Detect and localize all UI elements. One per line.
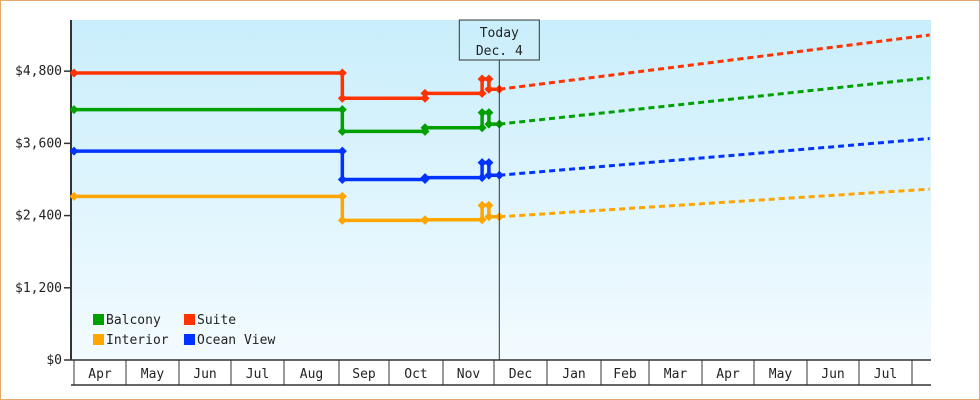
- history-line-ocean-view: [74, 149, 500, 182]
- data-point: [69, 191, 79, 201]
- data-point: [69, 68, 79, 78]
- history-line-suite: [74, 71, 500, 100]
- data-point: [484, 212, 494, 222]
- data-point: [337, 126, 347, 136]
- forecast-line-balcony: [499, 76, 930, 126]
- data-point: [484, 119, 494, 129]
- legend-swatch: [184, 334, 195, 345]
- data-point: [484, 200, 494, 210]
- forecast-line-ocean-view: [499, 137, 930, 177]
- x-tick-label: Mar: [664, 367, 688, 382]
- data-point: [477, 74, 487, 84]
- data-point: [477, 200, 487, 210]
- today-date: Dec. 4: [476, 44, 523, 59]
- x-tick-label: Aug: [300, 367, 323, 382]
- x-tick-label: Jun: [821, 367, 844, 382]
- x-tick-label: May: [141, 367, 165, 382]
- data-point: [484, 158, 494, 168]
- data-point: [477, 173, 487, 183]
- y-tick-label: $3,600: [15, 136, 62, 151]
- legend-label: Ocean View: [197, 333, 275, 348]
- data-point: [477, 158, 487, 168]
- data-point: [420, 88, 430, 98]
- data-point: [477, 108, 487, 118]
- data-point: [337, 174, 347, 184]
- data-point: [337, 215, 347, 225]
- data-point: [420, 215, 430, 225]
- x-tick-label: Jul: [246, 367, 269, 382]
- data-point: [477, 123, 487, 133]
- legend-swatch: [93, 334, 104, 345]
- data-point: [420, 173, 430, 183]
- data-point: [69, 146, 79, 156]
- data-point: [484, 170, 494, 180]
- x-tick-label: Sep: [352, 367, 376, 382]
- y-tick-label: $1,200: [15, 281, 62, 296]
- plot-area: [71, 20, 931, 360]
- x-tick-label: Oct: [404, 367, 427, 382]
- y-tick-label: $2,400: [15, 209, 62, 224]
- data-point: [420, 93, 430, 103]
- legend-label: Suite: [197, 313, 236, 328]
- data-point: [477, 215, 487, 225]
- data-point: [337, 93, 347, 103]
- today-box: [458, 19, 540, 61]
- data-point: [477, 88, 487, 98]
- x-tick-label: Jul: [874, 367, 897, 382]
- history-line-balcony: [74, 107, 500, 134]
- x-tick-label: May: [769, 367, 793, 382]
- x-tick-label: Dec: [509, 367, 532, 382]
- x-tick-label: Jan: [562, 367, 585, 382]
- data-point: [337, 105, 347, 115]
- legend-label: Balcony: [106, 313, 161, 328]
- forecast-line-interior: [499, 187, 930, 219]
- data-point: [337, 191, 347, 201]
- data-point: [420, 123, 430, 133]
- data-point: [69, 105, 79, 115]
- x-tick-label: Nov: [457, 367, 481, 382]
- data-point: [484, 84, 494, 94]
- x-tick-label: Apr: [716, 367, 740, 382]
- data-point: [484, 74, 494, 84]
- legend-label: Interior: [106, 333, 169, 348]
- data-point: [484, 108, 494, 118]
- x-tick-label: Jun: [193, 367, 216, 382]
- history-line-interior: [74, 194, 500, 223]
- x-tick-label: Feb: [613, 367, 637, 382]
- data-point: [337, 68, 347, 78]
- y-tick-label: $0: [46, 353, 62, 368]
- legend-swatch: [93, 314, 104, 325]
- x-tick-label: Apr: [88, 367, 112, 382]
- today-label: Today: [480, 26, 519, 41]
- y-tick-label: $4,800: [15, 64, 62, 79]
- data-point: [337, 146, 347, 156]
- forecast-line-suite: [499, 33, 930, 91]
- legend-swatch: [184, 314, 195, 325]
